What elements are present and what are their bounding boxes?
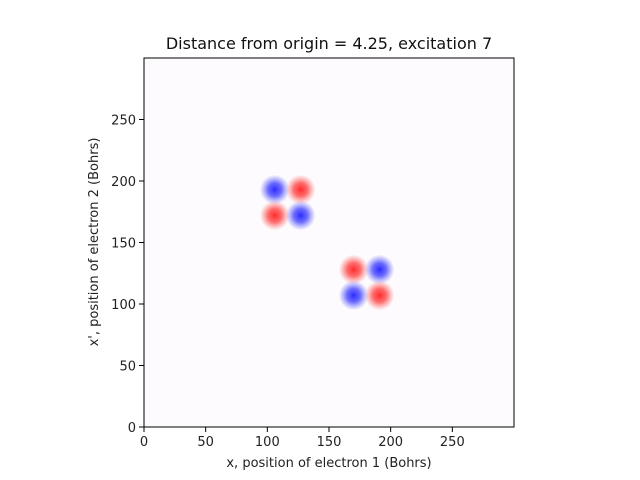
y-tick-label: 150 [111,237,136,252]
chart-title: Distance from origin = 4.25, excitation … [166,34,492,53]
heatmap-lobe-negative [338,280,369,311]
x-tick-label: 100 [255,435,280,450]
y-tick-label: 0 [128,421,136,436]
y-tick-label: 200 [111,175,136,190]
plot-area [144,58,514,427]
heatmap-lobe-positive [259,200,290,231]
x-axis-label: x, position of electron 1 (Bohrs) [226,456,431,471]
heatmap-lobe-positive [285,174,316,205]
heatmap-lobes [259,174,395,311]
x-tick-label: 150 [317,435,342,450]
y-tick-label: 50 [119,360,136,375]
y-axis-ticks: 0 50 100 150 200 250 [111,114,144,436]
heatmap-lobe-negative [285,200,316,231]
y-axis-label: x', position of electron 2 (Bohrs) [87,138,102,347]
heatmap-lobe-negative [259,174,290,205]
x-tick-label: 50 [197,435,214,450]
y-tick-label: 100 [111,298,136,313]
x-tick-label: 250 [440,435,465,450]
heatmap-lobe-positive [338,254,369,285]
x-axis-ticks: 0 50 100 150 200 250 [140,427,465,450]
x-tick-label: 200 [378,435,403,450]
x-tick-label: 0 [140,435,148,450]
heatmap-lobe-positive [364,280,395,311]
y-tick-label: 250 [111,114,136,129]
heatmap-lobe-negative [364,254,395,285]
